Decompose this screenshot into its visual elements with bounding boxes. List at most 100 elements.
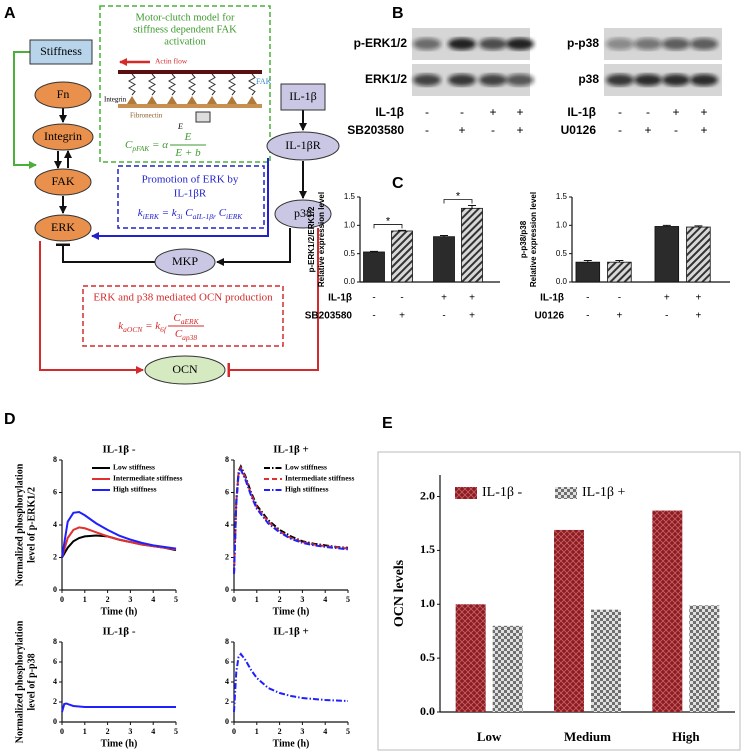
arrow [91, 158, 269, 240]
x-tick-label: 1 [255, 727, 259, 736]
x-tick-label: 3 [128, 595, 132, 604]
node-label: ERK [51, 220, 75, 234]
error-bar [398, 229, 406, 231]
model-box [99, 5, 271, 163]
legend-label: Intermediate stiffness [113, 474, 182, 483]
condition-sign: + [700, 123, 707, 137]
x-tick-label: 0 [60, 727, 64, 736]
node-label: Stiffness [40, 44, 82, 58]
condition-label: IL-1β [540, 293, 564, 304]
illustration-label: FAK [256, 77, 272, 86]
condition-sign: + [399, 311, 405, 322]
node-ellipse [274, 199, 332, 229]
formula-subscript: aERK [181, 317, 200, 326]
formula-subscript: iERK [226, 212, 243, 221]
y-tick-label: 1.5 [556, 192, 568, 201]
condition-label: IL-1β [567, 105, 596, 119]
arrow [56, 243, 155, 263]
bar [461, 207, 483, 283]
condition-label: U0126 [561, 123, 597, 137]
node-ellipse [34, 81, 92, 109]
x-tick-label: 3 [128, 727, 132, 736]
y-tick-label: 1.5 [344, 192, 356, 201]
error-bar [370, 250, 378, 252]
integrin-mark [167, 96, 177, 104]
actin-bar [118, 70, 262, 74]
bar [607, 261, 632, 283]
blot-band [506, 74, 534, 86]
x-tick-label: 1 [83, 595, 87, 604]
line [61, 510, 177, 558]
y-tick-label: 6 [225, 657, 229, 666]
line [61, 526, 177, 558]
x-tick-label: 3 [300, 595, 304, 604]
x-axis-label: Time (h) [273, 738, 310, 749]
condition-sign: + [516, 123, 523, 137]
bar [554, 529, 584, 712]
formula-subscript: ap38 [182, 333, 197, 342]
formula-part: E + b [174, 147, 201, 159]
x-tick-label: 1 [255, 595, 259, 604]
error-bar [694, 225, 703, 228]
condition-sign: - [674, 123, 678, 137]
integrin-mark [247, 96, 257, 104]
blot-band [606, 38, 634, 50]
condition-sign: - [372, 293, 375, 304]
formula-part: C [216, 207, 227, 219]
x-tick-label: Low [477, 729, 502, 744]
blot-band [606, 74, 634, 86]
y-tick-label: 0.5 [556, 249, 568, 258]
model-box [82, 285, 284, 347]
y-tick-label: 6 [53, 487, 57, 496]
condition-sign: + [672, 105, 679, 119]
formula-part: k [118, 320, 124, 332]
line [233, 652, 349, 713]
y-tick-label: 1.0 [344, 220, 356, 229]
spring [168, 73, 176, 96]
chart-title: IL-1β + [273, 626, 309, 638]
model-box [117, 165, 265, 229]
x-tick-label: 4 [323, 727, 327, 736]
condition-sign: + [700, 105, 707, 119]
legend-label: High stiffness [113, 485, 157, 494]
bar [689, 605, 720, 712]
condition-sign: - [400, 293, 403, 304]
arrow [13, 51, 37, 169]
y-axis-label: level of p-p38 [26, 653, 37, 710]
condition-sign: + [469, 311, 475, 322]
y-axis-label: Normalized phosphorylation [14, 620, 25, 743]
formula-part: C [125, 139, 133, 151]
x-tick-label: 0 [232, 595, 236, 604]
line [61, 702, 176, 713]
node-ellipse [154, 248, 216, 276]
panel-label: A [4, 5, 16, 22]
x-tick-label: 2 [106, 595, 110, 604]
y-tick-label: 8 [225, 637, 229, 646]
condition-sign: - [618, 123, 622, 137]
x-axis-label: Time (h) [101, 606, 138, 617]
box-title: IL-1βR [174, 188, 207, 200]
formula-part: = k [142, 320, 161, 332]
x-tick-label: 2 [278, 595, 282, 604]
box-title: Motor-clutch model for [136, 12, 235, 23]
node-label: MKP [172, 254, 198, 268]
integrin-mark [147, 96, 157, 104]
y-tick-label: 8 [53, 637, 57, 646]
node-box [280, 83, 326, 111]
blot-band [662, 74, 690, 86]
legend-swatch [455, 487, 477, 499]
legend-label: High stiffness [285, 485, 329, 494]
illustration-label: Actin flow [155, 57, 188, 66]
blot-label: p-p38 [567, 36, 599, 50]
blot-band [634, 38, 662, 50]
condition-sign: + [469, 293, 475, 304]
integrin-mark [227, 96, 237, 104]
legend-label: Intermediate stiffness [285, 474, 354, 483]
y-tick-label: 4 [53, 520, 57, 529]
y-tick-label: 6 [53, 657, 57, 666]
x-tick-label: 0 [60, 595, 64, 604]
y-tick-label: 2 [53, 697, 57, 706]
formula-part: E [184, 131, 192, 143]
formula-part: C [183, 207, 194, 219]
y-axis-label: p-ERK1/2/ERK1/2 [307, 206, 316, 272]
